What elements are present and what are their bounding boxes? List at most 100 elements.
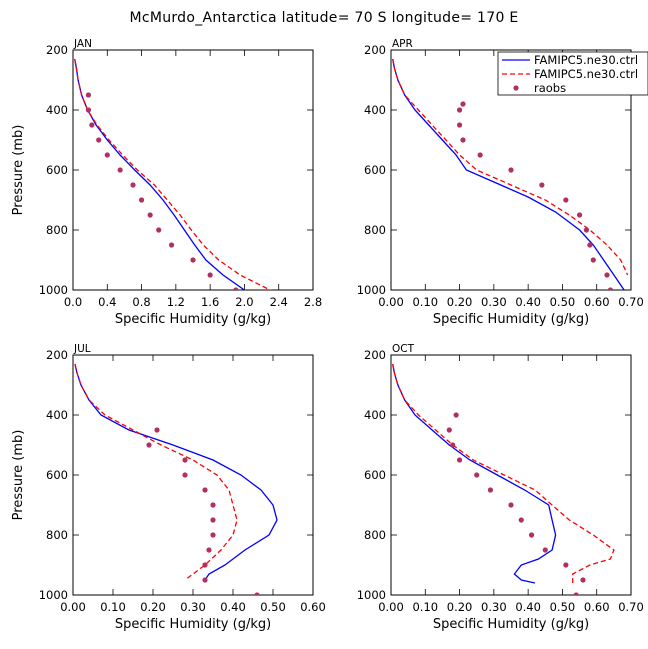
- x-tick-label: 0.00: [378, 295, 404, 309]
- x-tick-label: 0.4: [98, 295, 116, 309]
- panel-label: JAN: [73, 38, 92, 50]
- panel-label: JUL: [73, 343, 91, 355]
- y-tick-label: 400: [364, 103, 386, 117]
- raobs-point: [146, 442, 152, 448]
- model-line-solid: [74, 363, 278, 581]
- x-tick-label: 0.30: [481, 295, 507, 309]
- raobs-point: [206, 547, 212, 553]
- raobs-point: [460, 137, 466, 143]
- raobs-point: [477, 152, 483, 158]
- raobs-point: [542, 547, 548, 553]
- x-tick-label: 0.40: [515, 600, 541, 614]
- raobs-point: [446, 427, 452, 433]
- y-tick-label: 1000: [39, 588, 68, 602]
- raobs-point: [85, 92, 92, 98]
- x-tick-label: 0.50: [260, 600, 286, 614]
- raobs-point: [450, 442, 456, 448]
- x-axis-label: Specific Humidity (g/kg): [433, 312, 589, 327]
- y-tick-label: 800: [364, 528, 386, 542]
- raobs-point: [587, 242, 593, 248]
- raobs-point: [453, 412, 459, 418]
- raobs-point: [182, 457, 188, 463]
- x-tick-label: 1.2: [167, 295, 185, 309]
- raobs-point: [508, 167, 514, 173]
- raobs-point: [210, 517, 216, 523]
- model-line-solid: [74, 58, 247, 290]
- raobs-point: [138, 197, 145, 203]
- y-tick-label: 400: [46, 408, 68, 422]
- y-tick-label: 600: [364, 163, 386, 177]
- x-axis-label: Specific Humidity (g/kg): [115, 312, 271, 327]
- raobs-point: [85, 107, 92, 113]
- panel-oct: OCT 0.00 0.10 0.20 0.30 0.40 0.50 0.60 0.70 200 40…: [357, 343, 644, 632]
- y-tick-label: 1000: [357, 588, 386, 602]
- x-tick-label: 1.6: [201, 295, 219, 309]
- raobs-point: [207, 272, 213, 278]
- raobs-point: [456, 107, 463, 113]
- panel-label: APR: [392, 38, 413, 50]
- legend-label-solid: FAMIPC5.ne30.ctrl: [534, 53, 638, 67]
- model-line-solid: [392, 363, 557, 584]
- panel-apr: APR 0.00 0.10 0.20 0.30 0.40 0.50 0.60 0.70 200 40…: [357, 38, 644, 327]
- raobs-point: [474, 472, 480, 478]
- y-tick-label: 400: [46, 103, 68, 117]
- x-tick-label: 2.8: [304, 295, 322, 309]
- raobs-point: [96, 137, 102, 143]
- raobs-point: [539, 182, 545, 188]
- raobs-point: [182, 472, 188, 478]
- raobs-point: [563, 562, 569, 568]
- x-tick-label: 0.10: [100, 600, 126, 614]
- y-tick-label: 200: [364, 348, 386, 362]
- legend-label-dashed: FAMIPC5.ne30.ctrl: [534, 67, 638, 81]
- raobs-point: [202, 562, 208, 568]
- x-tick-label: 0.10: [412, 600, 438, 614]
- panel-label: OCT: [392, 343, 415, 355]
- x-tick-label: 0.60: [300, 600, 326, 614]
- plot-frame: [390, 354, 632, 596]
- raobs-point: [168, 242, 175, 248]
- raobs-point: [456, 122, 463, 128]
- x-tick-label: 0.70: [618, 600, 644, 614]
- x-tick-label: 0.20: [447, 295, 473, 309]
- raobs-point: [487, 487, 494, 493]
- x-tick-label: 0.50: [550, 600, 576, 614]
- model-line-dashed: [392, 58, 629, 276]
- panel-jul: JUL 0.00 0.10 0.20 0.30 0.40 0.50 0.60 200 400 600…: [11, 343, 326, 632]
- raobs-point: [590, 257, 596, 263]
- x-tick-label: 0.20: [140, 600, 166, 614]
- raobs-point: [611, 302, 616, 307]
- x-axis-label: Specific Humidity (g/kg): [433, 617, 589, 632]
- y-tick-label: 1000: [357, 283, 386, 297]
- legend-label-raobs: raobs: [534, 81, 566, 95]
- x-tick-label: 0.00: [378, 600, 404, 614]
- x-tick-label: 2.4: [270, 295, 288, 309]
- raobs-point: [518, 517, 524, 523]
- model-line-dashed: [74, 58, 272, 290]
- x-tick-label: 0.20: [447, 600, 473, 614]
- raobs-point: [255, 302, 260, 307]
- raobs-point: [607, 287, 614, 290]
- raobs-point: [210, 532, 216, 538]
- raobs-point: [154, 427, 160, 433]
- y-tick-label: 200: [364, 43, 386, 57]
- y-tick-label: 400: [364, 408, 386, 422]
- raobs-point: [147, 212, 153, 218]
- y-axis-label: Pressure (mb): [11, 430, 26, 521]
- model-line-dashed: [74, 363, 238, 581]
- legend: FAMIPC5.ne30.ctrl FAMIPC5.ne30.ctrl raob…: [497, 51, 648, 96]
- x-tick-label: 0.00: [60, 600, 86, 614]
- y-axis-label: Pressure (mb): [11, 125, 26, 216]
- raobs-point: [508, 502, 514, 508]
- y-tick-label: 200: [46, 348, 68, 362]
- legend-raobs-marker: [513, 85, 519, 91]
- model-line-dashed: [392, 363, 615, 583]
- x-tick-label: 0.40: [220, 600, 246, 614]
- y-tick-label: 800: [46, 528, 68, 542]
- raobs-point: [576, 212, 583, 218]
- x-tick-label: 0.60: [584, 295, 610, 309]
- x-axis-label: Specific Humidity (g/kg): [115, 617, 271, 632]
- plot-frame: [72, 354, 314, 596]
- y-tick-label: 600: [364, 468, 386, 482]
- raobs-point: [254, 592, 260, 595]
